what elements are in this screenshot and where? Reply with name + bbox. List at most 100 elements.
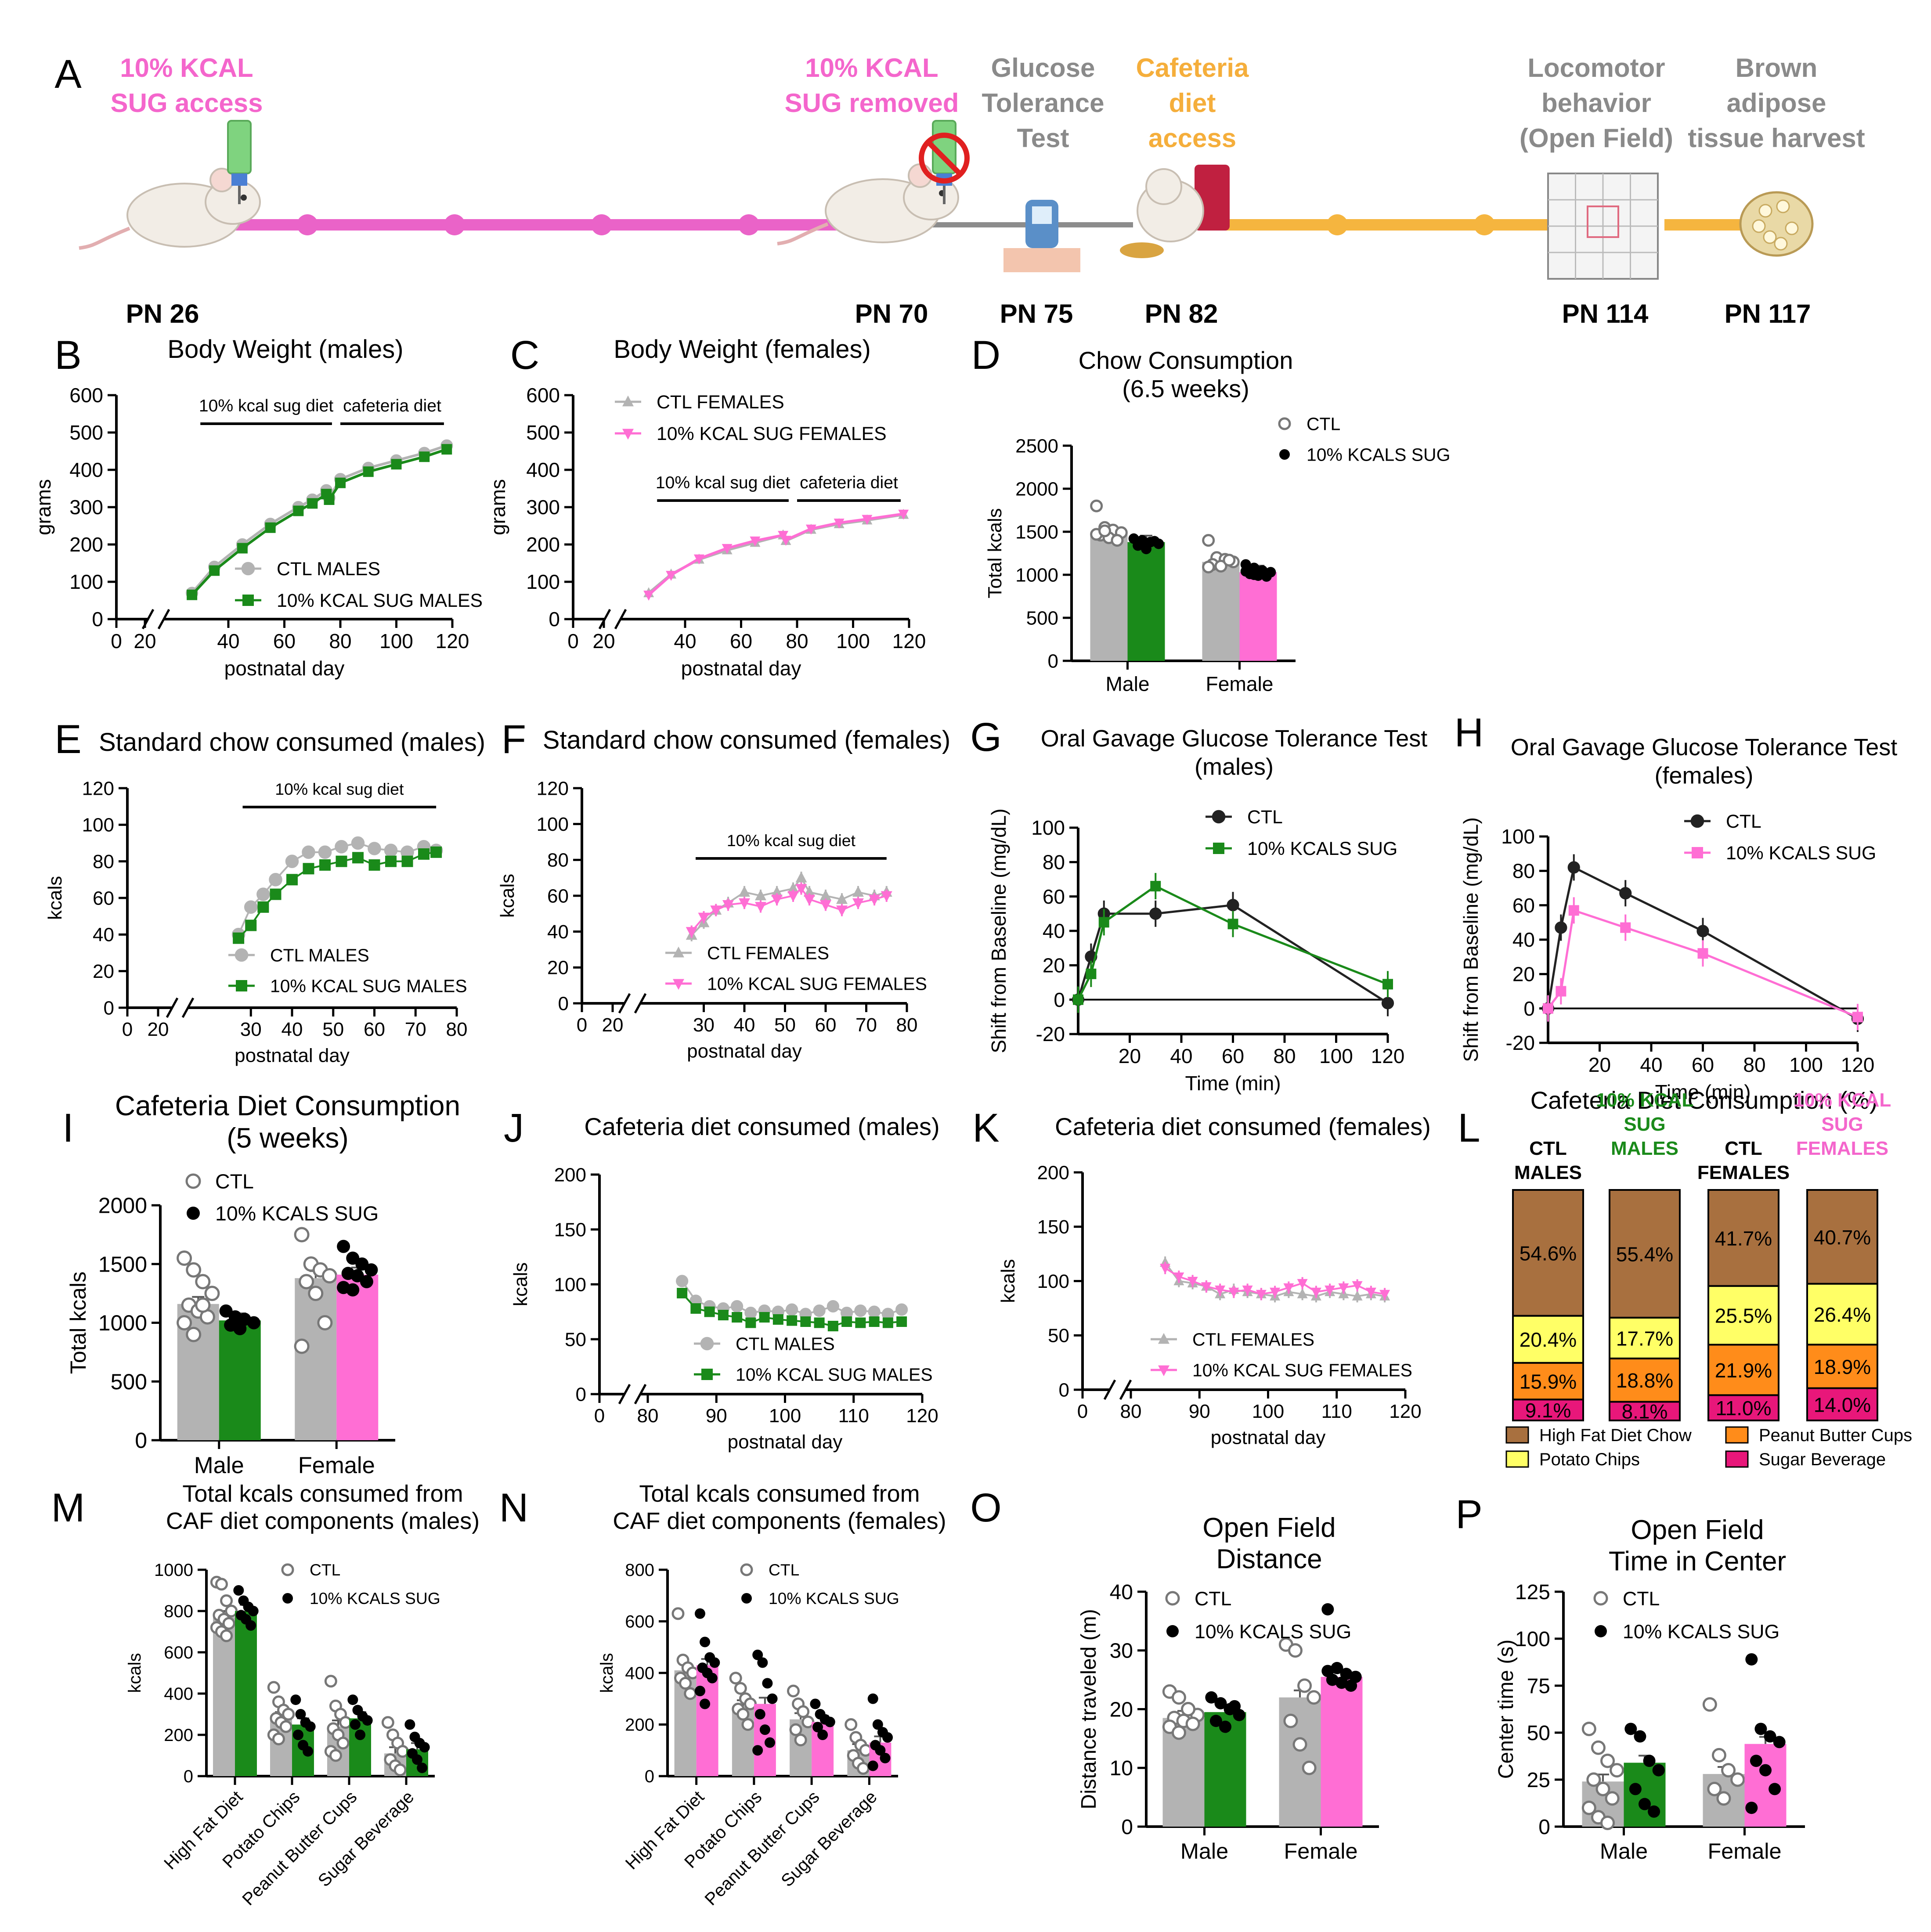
y-axis-label: Shift from Baseline (mg/dL)	[1459, 817, 1482, 1062]
data-point	[722, 544, 733, 554]
y-axis-label: kcals	[497, 874, 518, 918]
chart-e: Standard chow consumed (males) 0 20 40 60 80 1…	[44, 728, 485, 1066]
timeline-event-label: diet	[1169, 88, 1216, 118]
y-tick-label: 400	[69, 458, 103, 481]
legend-label: 10% KCALS SUG	[1307, 445, 1450, 465]
chart-title: Open Field	[1631, 1515, 1764, 1545]
data-point	[404, 1719, 415, 1730]
y-tick-label: 300	[69, 496, 103, 519]
stacked-segment	[1806, 1189, 1878, 1285]
timeline-event-label: (Open Field)	[1520, 123, 1673, 153]
x-tick-label: 70	[405, 1019, 426, 1040]
data-point	[690, 1303, 701, 1314]
timeline-day-label: PN 26	[126, 299, 199, 328]
no-slash	[927, 141, 962, 176]
data-point	[303, 863, 314, 875]
y-tick-label: 100	[1515, 1628, 1550, 1651]
y-tick-label: 1000	[1015, 564, 1058, 586]
data-point	[1249, 570, 1260, 580]
legend-marker	[673, 979, 684, 990]
panel-label-m: M	[51, 1485, 85, 1530]
data-point	[204, 1286, 220, 1301]
y-tick-label: 20	[547, 957, 569, 979]
x-tick-label: 80	[1273, 1045, 1296, 1067]
data-point	[1365, 1287, 1376, 1298]
data-point	[1297, 1288, 1308, 1298]
y-tick-label: 200	[1037, 1162, 1069, 1183]
data-point	[693, 554, 704, 565]
legend-label: CTL MALES	[270, 945, 369, 966]
data-point	[1652, 1764, 1665, 1777]
data-point	[1352, 1290, 1363, 1301]
series-line	[648, 513, 904, 594]
y-axis-label: Center time (s)	[1494, 1640, 1518, 1779]
y-tick-label: 120	[82, 778, 114, 799]
chart-l: Cafeteria Diet Consumption (%) CTL MALES 9.…	[1505, 1086, 1912, 1469]
data-point	[305, 1721, 316, 1732]
data-point	[1335, 1676, 1348, 1689]
timeline-day-label: PN 117	[1725, 299, 1811, 328]
y-tick-label: 0	[104, 997, 114, 1019]
data-point	[732, 1312, 743, 1323]
data-point	[1745, 1802, 1758, 1814]
series-1	[187, 444, 452, 600]
axis-break	[618, 993, 631, 1014]
y-tick-label: 400	[526, 458, 560, 481]
data-point	[360, 1275, 373, 1288]
series-1	[643, 509, 909, 601]
data-point	[355, 1730, 365, 1740]
x-tick-label: 20	[602, 1014, 624, 1036]
y-axis-label: grams	[487, 479, 509, 535]
y-tick-label: 0	[645, 1767, 654, 1786]
panel-label-e: E	[54, 717, 81, 762]
x-axis-label: postnatal day	[224, 657, 345, 680]
data-point	[869, 1316, 880, 1327]
legend-marker	[1212, 810, 1226, 824]
panel-label-o: O	[970, 1485, 1002, 1530]
legend-label: CTL	[769, 1561, 799, 1579]
y-tick-label: 300	[526, 496, 560, 519]
data-point	[1098, 524, 1112, 537]
data-point	[800, 1316, 811, 1327]
data-point	[245, 1620, 256, 1631]
x-tick-label: 30	[693, 1014, 715, 1036]
data-point	[324, 1675, 337, 1688]
legend-marker	[1166, 1625, 1179, 1637]
axis-break	[157, 609, 170, 630]
segment-value-label: 9.1%	[1525, 1399, 1571, 1422]
data-point	[319, 859, 331, 871]
data-point	[346, 1283, 360, 1297]
timeline-event-label: Locomotor	[1527, 53, 1665, 83]
data-point	[1228, 1287, 1239, 1298]
bar	[1744, 1744, 1787, 1827]
x-axis-label: postnatal day	[687, 1040, 802, 1062]
x-tick-label: 110	[1321, 1401, 1352, 1422]
data-point	[308, 1286, 324, 1301]
diet-period-label: cafeteria diet	[343, 396, 441, 415]
legend-label: 10% KCAL SUG MALES	[270, 976, 467, 996]
group-label: 10% KCAL	[1596, 1089, 1694, 1111]
series-1	[686, 882, 892, 938]
data-point	[813, 1304, 826, 1317]
x-axis-label: postnatal day	[235, 1045, 350, 1066]
data-point	[418, 848, 430, 860]
y-tick-label: 80	[547, 850, 569, 871]
y-tick-label: 400	[625, 1664, 654, 1683]
no-circle	[919, 133, 970, 184]
data-point	[177, 1250, 192, 1266]
data-point	[1629, 1783, 1642, 1795]
series-1	[677, 1288, 907, 1331]
legend-label: Sugar Beverage	[1759, 1450, 1886, 1469]
y-tick-label: 500	[526, 421, 560, 444]
legend-label: 10% KCALS SUG	[1247, 838, 1397, 859]
data-point	[336, 855, 347, 867]
y-tick-label: 60	[1043, 885, 1065, 908]
panel-labels: A B C D E F G H I J K L M N O P	[51, 52, 1484, 1537]
chart-h: Oral Gavage Glucose Tolerance Test(femal…	[1459, 734, 1897, 1103]
data-point	[729, 1672, 742, 1685]
panel-label-a: A	[54, 52, 82, 97]
data-point	[384, 843, 398, 857]
data-point	[718, 1310, 729, 1320]
data-point	[293, 505, 304, 516]
